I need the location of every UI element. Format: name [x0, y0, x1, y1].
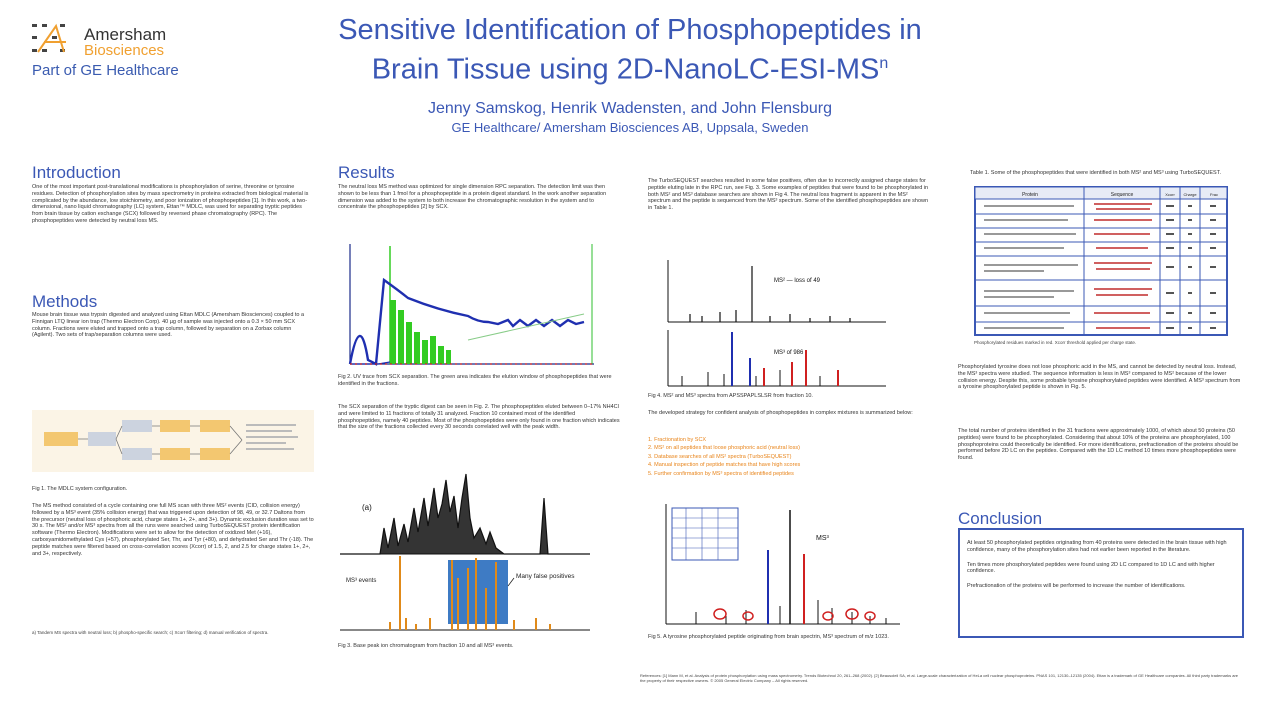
fig4-ms2-ms3-spectra: MS² — loss of 49 MS³ of 986 — [667, 260, 886, 387]
amersham-logo-icon — [32, 23, 66, 53]
fig5-ms3-label: MS³ — [816, 535, 830, 542]
fig2-scx-uv-trace — [348, 244, 594, 366]
fig3-panel-label: (a) — [362, 503, 372, 512]
poster-title: Sensitive Identification of Phosphopepti… — [250, 14, 1010, 87]
fig3-caption: Fig 3. Base peak ion chromatogram from f… — [338, 643, 514, 649]
col4-text: Phosphorylated tyrosine does not lose ph… — [958, 364, 1241, 391]
results-text-2: The SCX separation of the tryptic digest… — [338, 404, 620, 431]
fig4-ms2-label: MS² — loss of 49 — [774, 278, 821, 284]
fig4-ms3-label: MS³ of 986 — [774, 350, 804, 356]
title-line-2: Brain Tissue using 2D-NanoLC-ESI-MSn — [250, 47, 1010, 87]
fig3-base-peak-chromatogram: (a) MS³ events Many false positives — [340, 473, 590, 631]
col4-text-2: The total number of proteins identified … — [958, 428, 1239, 462]
title-line-2-text: Brain Tissue using 2D-NanoLC-ESI-MS — [371, 53, 880, 86]
title-line-1: Sensitive Identification of Phosphopepti… — [338, 14, 922, 46]
mdlc-system-diagram — [32, 410, 314, 472]
strategy-step: 1. Fractionation by SCX — [648, 437, 707, 443]
table1-phosphopeptides: Protein Sequence Xcorr Charge Frac — [974, 186, 1228, 336]
methods-heading: Methods — [32, 292, 98, 311]
strategy-step: 3. Database searches of all MS² spectra … — [648, 453, 792, 460]
fig5-caption: Fig 5. A tyrosine phosphorylated peptide… — [648, 634, 889, 640]
fig1-caption: Fig 1. The MDLC system configuration. — [32, 486, 128, 492]
title-superscript: n — [879, 55, 889, 72]
strategy-step: 2. MS² on all peptides that loose phosph… — [648, 445, 800, 452]
references: References: [1] Mann M, et al. Analysis … — [640, 673, 1239, 683]
conclusion-point: At least 50 phosphorylated peptides orig… — [967, 540, 1227, 553]
strategy-list: 1. Fractionation by SCX 2. MS² on all pe… — [648, 436, 916, 478]
fig3-msn-events-label: MS³ events — [346, 578, 376, 584]
authors: Jenny Samskog, Henrik Wadensten, and Joh… — [427, 100, 833, 117]
introduction-heading: Introduction — [32, 163, 121, 182]
methods-footnote: a) Tandem MS spectra with neutral loss; … — [32, 630, 269, 635]
conclusion-point: Ten times more phosphorylated peptides w… — [967, 561, 1215, 575]
methods-text-2: The MS method consisted of a cycle conta… — [32, 503, 314, 557]
table-header-charge: Charge — [1183, 192, 1197, 197]
strategy-intro: The developed strategy for confident ana… — [648, 410, 913, 416]
table-header-xcorr: Xcorr — [1165, 192, 1175, 197]
table1-caption: Table 1. Some of the phosphopeptides tha… — [970, 170, 1222, 176]
conclusion-heading: Conclusion — [958, 509, 1043, 528]
methods-text: Mouse brain tissue was trypsin digested … — [32, 312, 305, 339]
col3-text: The TurboSEQUEST searches resulted in so… — [648, 178, 929, 212]
fig4-caption: Fig 4. MS² and MS³ spectra from APSSPAPL… — [648, 393, 813, 399]
logo-part-of: Part of GE Healthcare — [32, 62, 179, 79]
introduction-text: One of the most important post-translati… — [32, 184, 309, 224]
conclusion-box: At least 50 phosphorylated peptides orig… — [958, 528, 1244, 638]
affiliation: GE Healthcare/ Amersham Biosciences AB, … — [451, 120, 809, 135]
results-text: The neutral loss MS method was optimized… — [338, 184, 607, 211]
logo-subtitle: Biosciences — [84, 42, 165, 59]
conclusion-point: Prefractionation of the proteins will be… — [967, 583, 1186, 590]
strategy-step: 5. Further confirmation by MS³ spectra o… — [648, 470, 794, 477]
table-header-protein: Protein — [1022, 192, 1038, 198]
table1-note: Phosphorylated residues marked in red. X… — [974, 340, 1137, 345]
table-header-sequence: Sequence — [1111, 192, 1134, 198]
results-heading: Results — [338, 163, 395, 182]
fig5-ms3-spectrum: MS³ — [665, 504, 900, 625]
fig2-caption: Fig 2. UV trace from SCX separation. The… — [338, 374, 612, 387]
fig3-false-positives-label: Many false positives — [516, 573, 575, 580]
logo-name: Amersham — [84, 25, 167, 44]
table-header-frac: Frac — [1210, 192, 1218, 197]
strategy-step: 4. Manual inspection of peptide matches … — [648, 462, 801, 469]
